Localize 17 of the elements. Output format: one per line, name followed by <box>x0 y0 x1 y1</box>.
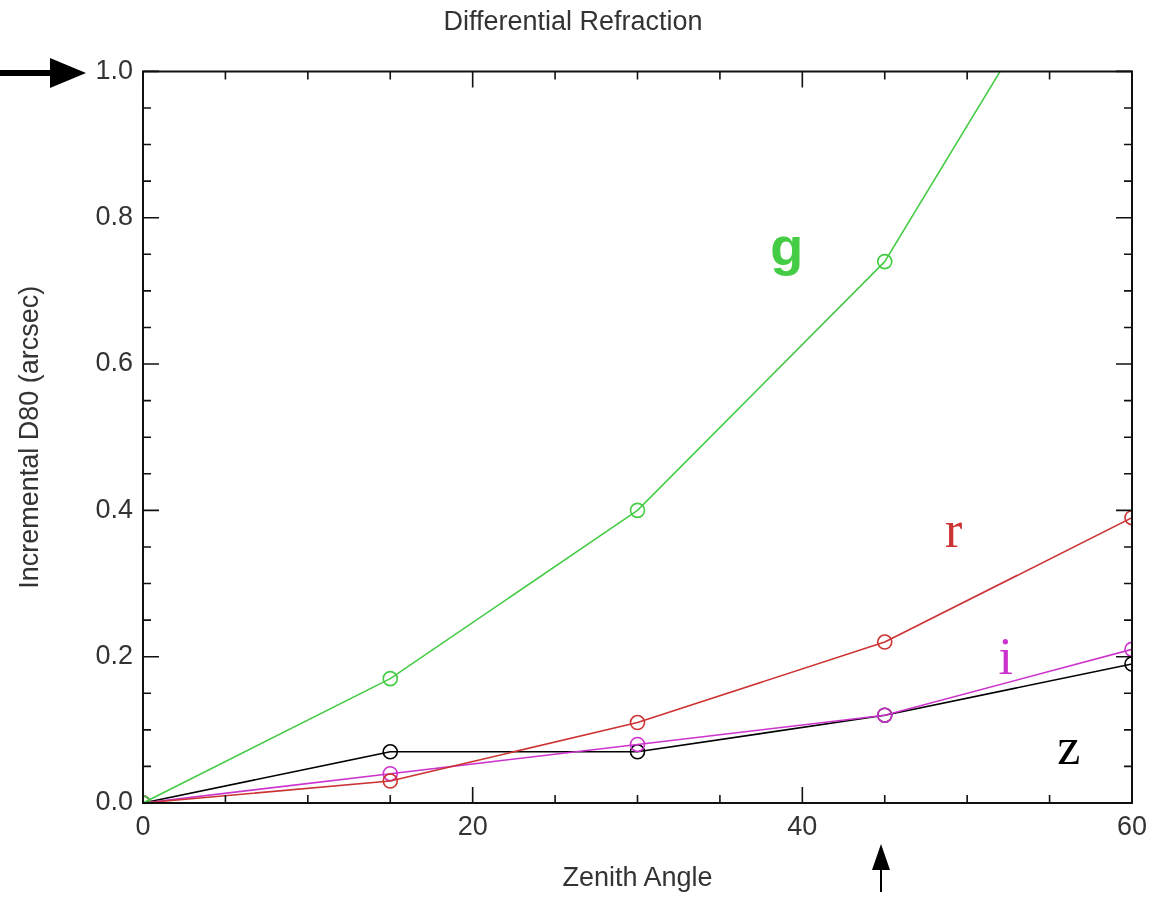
x-tick-label: 20 <box>457 810 488 841</box>
y-tick-label: 0.6 <box>95 347 133 378</box>
x-tick-label: 40 <box>787 810 818 841</box>
y-tick-label: 1.0 <box>95 54 133 85</box>
chart-title: Differential Refraction <box>443 5 703 36</box>
series-label: g <box>770 215 804 276</box>
y-tick-label: 0.8 <box>95 201 133 232</box>
x-axis-title: Zenith Angle <box>562 862 713 893</box>
series-label: r <box>945 500 963 558</box>
x-tick-label: 0 <box>135 810 151 841</box>
y-axis-title: Incremental D80 (arcsec) <box>13 285 44 589</box>
x-tick-label: 60 <box>1116 810 1148 841</box>
series-label: i <box>998 627 1013 685</box>
series-label: z <box>1057 717 1081 775</box>
y-tick-label: 0.4 <box>95 493 133 524</box>
y-tick-label: 0.0 <box>95 786 133 817</box>
y-tick-label: 0.2 <box>95 640 133 671</box>
